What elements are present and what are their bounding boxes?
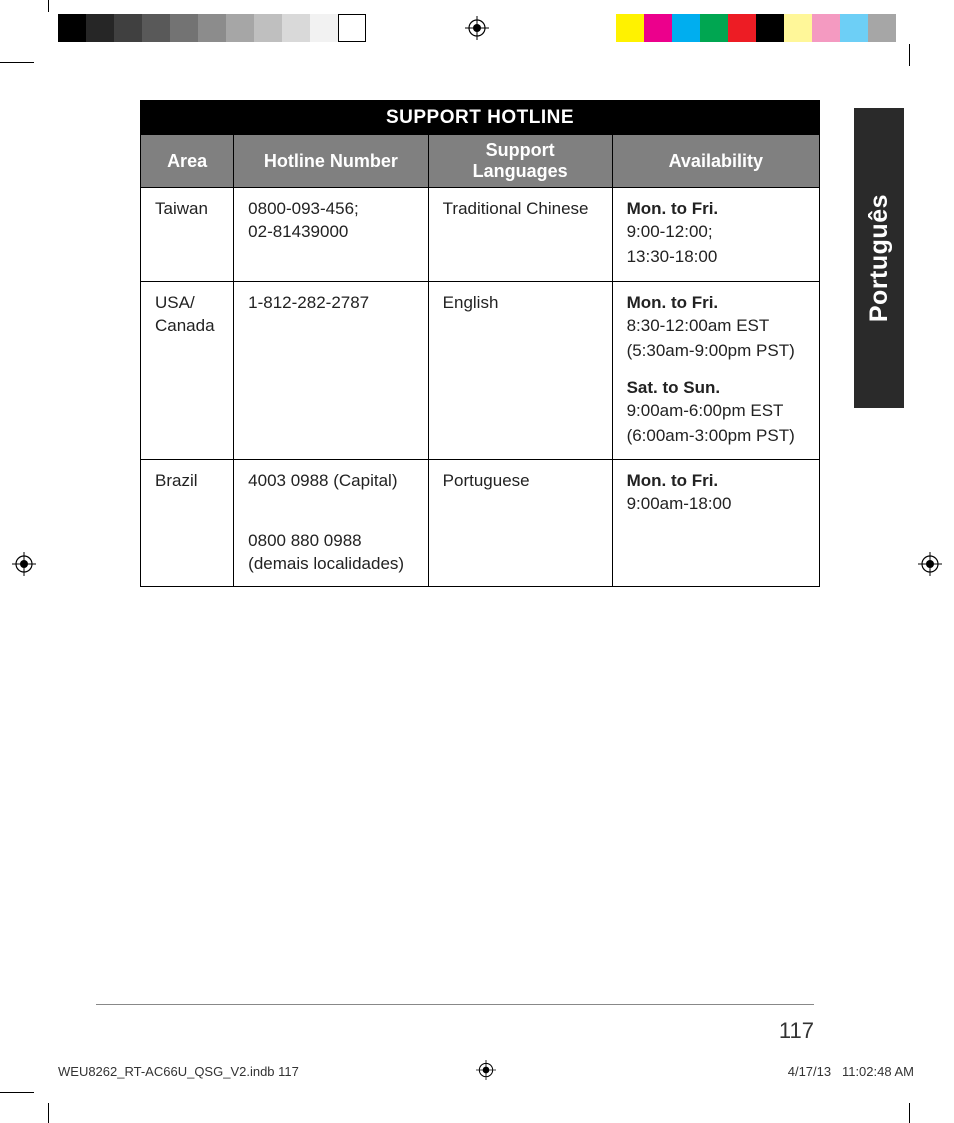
table-row: Taiwan0800-093-456;02-81439000Traditiona… xyxy=(141,188,820,282)
swatch xyxy=(282,14,310,42)
grayscale-swatches xyxy=(58,14,366,42)
crop-mark xyxy=(0,1092,34,1093)
swatch xyxy=(812,14,840,42)
table-header-row: AreaHotline NumberSupportLanguagesAvaila… xyxy=(141,135,820,188)
swatch xyxy=(868,14,896,42)
swatch xyxy=(58,14,86,42)
swatch xyxy=(86,14,114,42)
swatch xyxy=(170,14,198,42)
registration-mark-bottom-icon xyxy=(476,1060,496,1083)
swatch xyxy=(756,14,784,42)
swatch xyxy=(728,14,756,42)
cell-languages: English xyxy=(428,281,612,460)
swatch xyxy=(310,14,338,42)
crop-mark xyxy=(909,1103,910,1123)
table-header-cell: Area xyxy=(141,135,234,188)
swatch xyxy=(672,14,700,42)
table-header-cell: SupportLanguages xyxy=(428,135,612,188)
color-swatches xyxy=(616,14,896,42)
cell-area: Brazil xyxy=(141,460,234,587)
swatch xyxy=(254,14,282,42)
table-title-row: SUPPORT HOTLINE xyxy=(141,101,820,136)
swatch xyxy=(616,14,644,42)
crop-mark xyxy=(48,1103,49,1123)
print-slug-line: WEU8262_RT-AC66U_QSG_V2.indb 117 4/17/13… xyxy=(58,1064,914,1079)
registration-mark-right-icon xyxy=(918,552,942,576)
cell-area: Taiwan xyxy=(141,188,234,282)
table-row: Brazil4003 0988 (Capital) 0800 880 0988(… xyxy=(141,460,820,587)
crop-mark xyxy=(48,0,49,12)
slug-file: WEU8262_RT-AC66U_QSG_V2.indb 117 xyxy=(58,1064,299,1079)
swatch xyxy=(338,14,366,42)
language-tab: Português xyxy=(854,108,904,408)
swatch xyxy=(700,14,728,42)
swatch xyxy=(784,14,812,42)
page-footer-rule xyxy=(96,1004,814,1005)
cell-languages: Portuguese xyxy=(428,460,612,587)
support-hotline-table: SUPPORT HOTLINE AreaHotline NumberSuppor… xyxy=(140,100,820,587)
cell-availability: Mon. to Fri.8:30-12:00am EST(5:30am-9:00… xyxy=(612,281,819,460)
table-row: USA/Canada1-812-282-2787EnglishMon. to F… xyxy=(141,281,820,460)
cell-hotline: 1-812-282-2787 xyxy=(234,281,429,460)
cell-availability: Mon. to Fri.9:00am-18:00 xyxy=(612,460,819,587)
registration-mark-top-icon xyxy=(465,16,489,40)
swatch xyxy=(840,14,868,42)
cell-hotline: 0800-093-456;02-81439000 xyxy=(234,188,429,282)
table-header-cell: Hotline Number xyxy=(234,135,429,188)
crop-mark xyxy=(909,44,910,66)
page-number: 117 xyxy=(779,1018,814,1044)
swatch xyxy=(142,14,170,42)
cell-availability: Mon. to Fri.9:00-12:00;13:30-18:00 xyxy=(612,188,819,282)
cell-hotline: 4003 0988 (Capital) 0800 880 0988(demais… xyxy=(234,460,429,587)
table-header-cell: Availability xyxy=(612,135,819,188)
slug-datetime: 4/17/13 11:02:48 AM xyxy=(788,1064,914,1079)
language-tab-label: Português xyxy=(865,194,894,322)
swatch xyxy=(198,14,226,42)
cell-area: USA/Canada xyxy=(141,281,234,460)
swatch xyxy=(114,14,142,42)
cell-languages: Traditional Chinese xyxy=(428,188,612,282)
swatch xyxy=(644,14,672,42)
swatch xyxy=(226,14,254,42)
crop-mark xyxy=(0,62,34,63)
table-title: SUPPORT HOTLINE xyxy=(141,101,820,136)
registration-mark-left-icon xyxy=(12,552,36,576)
